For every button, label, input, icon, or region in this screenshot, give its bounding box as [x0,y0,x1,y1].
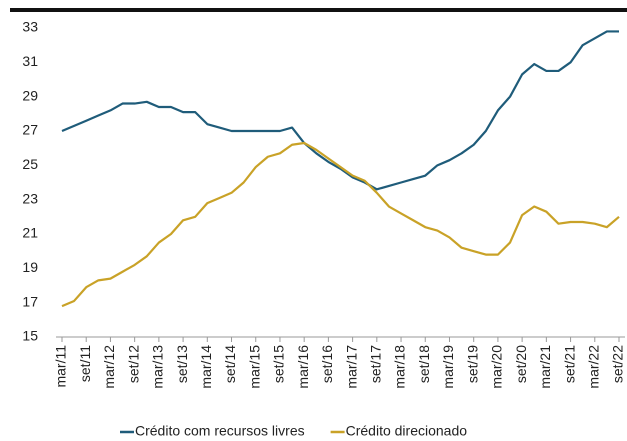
x-tick-label: mar/21 [537,345,553,389]
x-tick-label: mar/19 [440,345,456,389]
x-tick-label: mar/11 [53,345,69,388]
legend-label: Crédito direcionado [346,423,468,439]
x-tick-label: set/21 [561,345,577,383]
x-tick-label: mar/20 [489,345,505,389]
y-tick-label: 33 [22,19,38,35]
x-tick-label: set/19 [464,345,480,383]
y-tick-label: 27 [22,122,38,138]
y-tick-label: 31 [22,53,38,69]
y-tick-label: 25 [22,156,38,172]
x-tick-label: set/12 [125,345,141,383]
x-tick-label: set/17 [368,345,384,383]
x-tick-label: set/15 [271,345,287,383]
x-tick-label: set/22 [610,345,626,383]
x-tick-label: mar/15 [246,345,262,389]
x-tick-label: mar/17 [343,345,359,389]
x-tick-label: set/18 [416,345,432,383]
top-rule [10,8,627,12]
x-tick-label: set/16 [319,345,335,383]
y-tick-label: 17 [22,293,38,309]
y-tick-label: 29 [22,87,38,103]
y-tick-label: 23 [22,190,38,206]
x-tick-label: set/13 [174,345,190,383]
y-tick-label: 19 [22,259,38,275]
x-tick-label: mar/16 [295,345,311,389]
x-tick-label: mar/18 [392,345,408,389]
series-line [61,30,619,191]
x-tick-label: mar/22 [585,345,601,389]
x-tick-label: mar/12 [101,345,117,389]
x-tick-label: mar/14 [198,345,214,389]
x-tick-label: set/11 [77,345,93,382]
x-tick-label: set/20 [513,345,529,383]
legend-label: Crédito com recursos livres [135,423,305,439]
x-tick-label: mar/13 [150,345,166,389]
series-line [61,141,620,308]
y-tick-label: 15 [22,328,38,344]
x-tick-label: set/14 [222,345,238,383]
y-tick-label: 21 [22,225,38,241]
